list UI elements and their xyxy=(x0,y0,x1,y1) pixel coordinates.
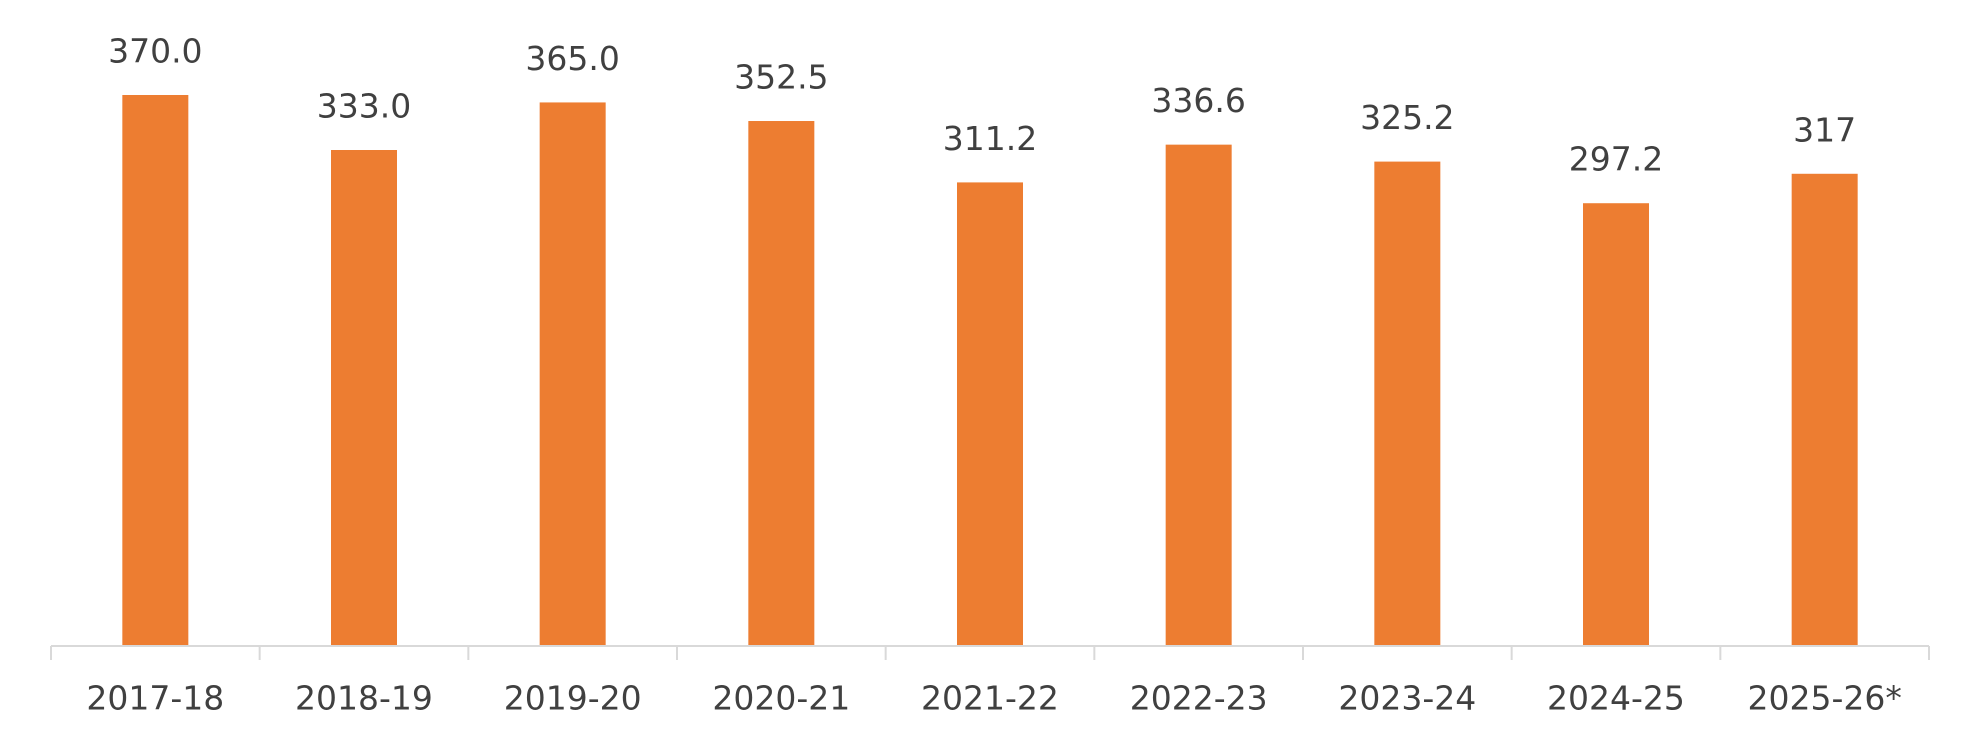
value-label: 370.0 xyxy=(108,32,202,71)
value-label: 365.0 xyxy=(525,39,619,78)
value-label: 325.2 xyxy=(1360,98,1454,137)
x-tick-label: 2021-22 xyxy=(921,679,1059,718)
x-tick-label: 2023-24 xyxy=(1338,679,1476,718)
bar xyxy=(122,95,189,645)
x-tick-label: 2019-20 xyxy=(504,679,642,718)
bar xyxy=(331,150,397,645)
bar xyxy=(1165,144,1232,645)
value-label: 317 xyxy=(1793,110,1856,149)
x-tick-label: 2022-23 xyxy=(1130,679,1268,718)
value-label: 297.2 xyxy=(1569,140,1663,179)
bar xyxy=(957,182,1023,646)
x-tick-label: 2020-21 xyxy=(712,679,850,718)
bar xyxy=(1583,203,1649,645)
x-tick-label: 2018-19 xyxy=(295,679,433,718)
x-tick-label: 2017-18 xyxy=(86,679,224,718)
value-label: 311.2 xyxy=(943,119,1037,158)
bar xyxy=(1374,161,1441,645)
value-label: 352.5 xyxy=(734,58,828,97)
x-tick-label: 2024-25 xyxy=(1547,679,1685,718)
x-tick-label: 2025-26* xyxy=(1747,679,1901,718)
bar xyxy=(1791,173,1858,645)
bar xyxy=(539,102,606,645)
value-label: 333.0 xyxy=(317,87,411,126)
bar xyxy=(748,121,815,646)
value-label: 336.6 xyxy=(1151,81,1245,120)
